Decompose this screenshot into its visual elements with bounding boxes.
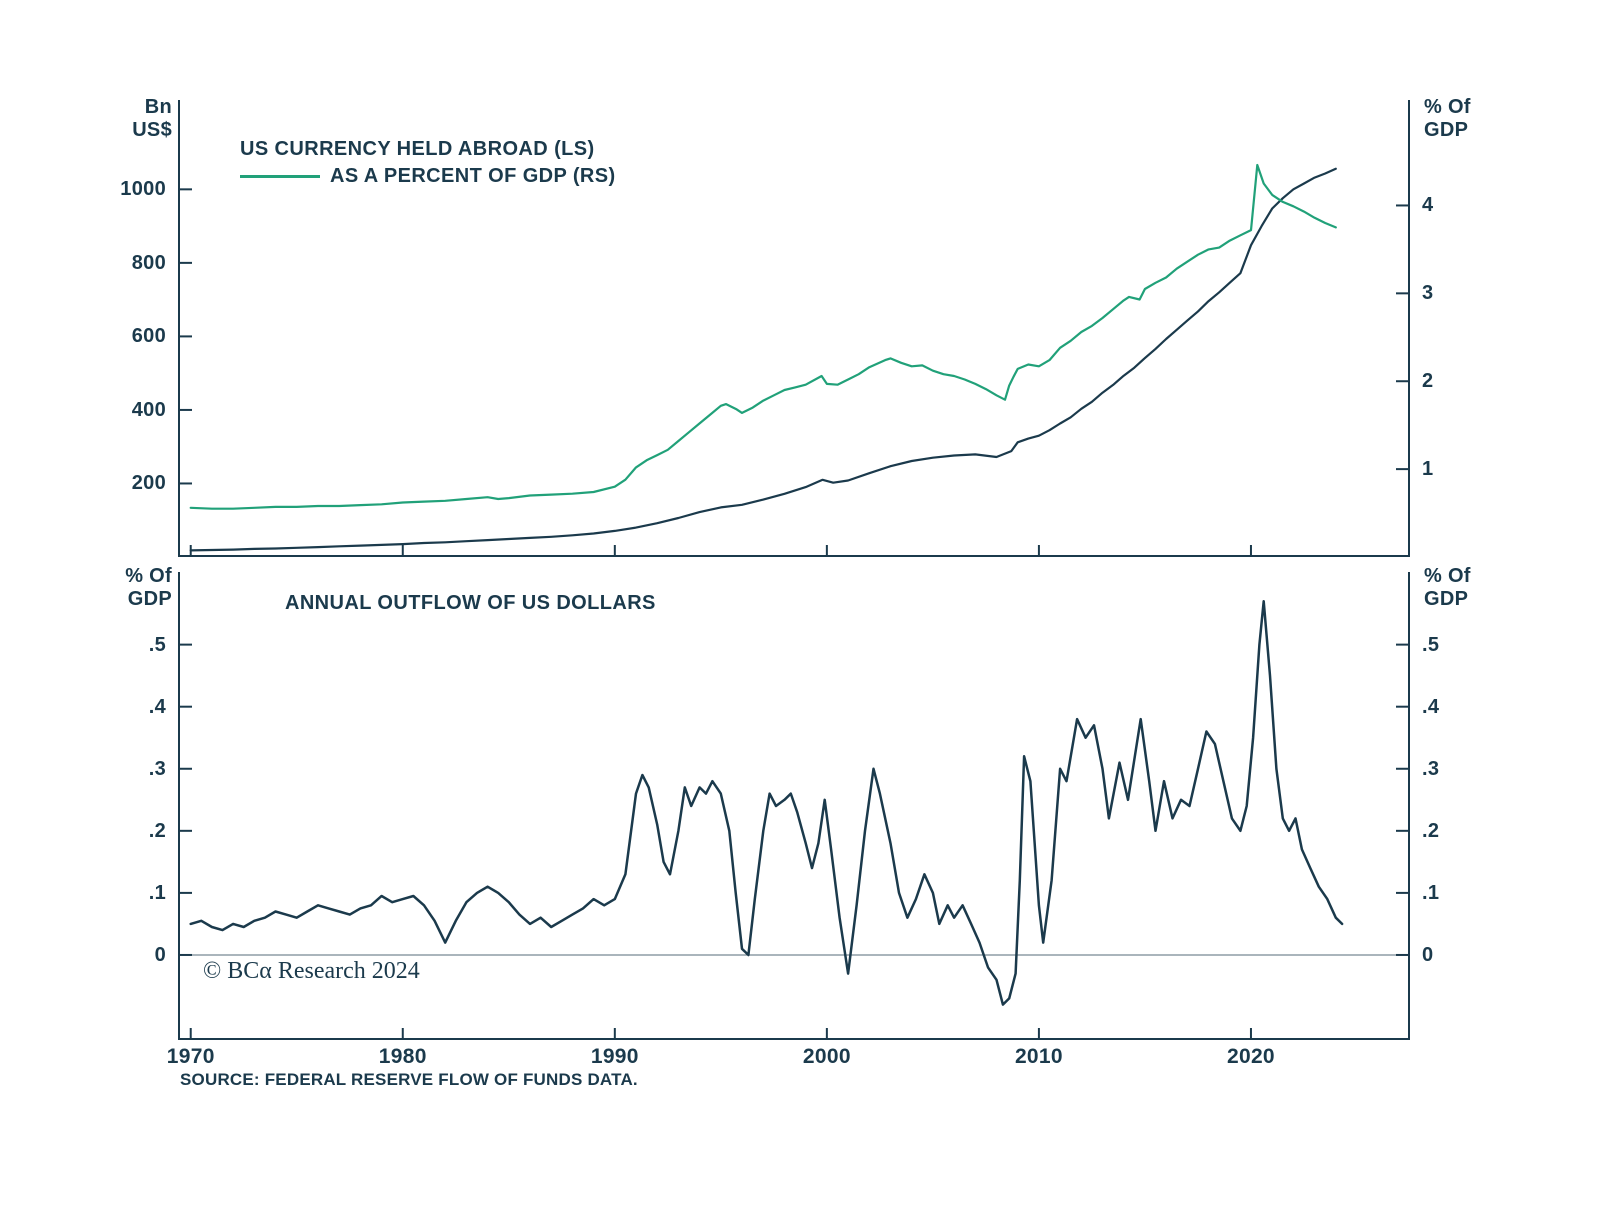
legend: US CURRENCY HELD ABROAD (LS) AS A PERCEN… bbox=[240, 138, 616, 188]
left-axis-tick-label: 600 bbox=[131, 325, 166, 348]
legend-green-line-swatch bbox=[240, 175, 320, 178]
copyright-note: © BCα Research 2024 bbox=[203, 958, 420, 984]
x-axis-tick-label: 1980 bbox=[378, 1045, 427, 1068]
series-line-percent-of-gdp bbox=[189, 163, 1337, 510]
bottom-panel-right-axis-unit: % Of GDP bbox=[1424, 565, 1504, 611]
x-axis-tick-label: 2020 bbox=[1226, 1045, 1275, 1068]
right-axis-tick-label: 1 bbox=[1422, 458, 1434, 481]
right-axis-tick-label: 4 bbox=[1422, 194, 1434, 217]
unit-line: GDP bbox=[1424, 119, 1469, 141]
left-axis-tick-label: 800 bbox=[131, 251, 166, 274]
left-axis-tick-label: 200 bbox=[131, 472, 166, 495]
legend-row-2: AS A PERCENT OF GDP (RS) bbox=[240, 165, 616, 188]
left-axis-tick-label: 400 bbox=[131, 398, 166, 421]
top-panel-left-axis-unit: Bn US$ bbox=[100, 96, 172, 142]
bottom-panel-left-axis-unit: % Of GDP bbox=[100, 565, 172, 611]
left-axis-tick-label: .2 bbox=[148, 819, 166, 842]
x-axis-tick-label: 2000 bbox=[802, 1045, 851, 1068]
left-axis-tick-label: 1000 bbox=[120, 178, 166, 201]
unit-line: % Of bbox=[1424, 565, 1471, 587]
top-panel-right-axis-unit: % Of GDP bbox=[1424, 96, 1504, 142]
legend-series-1-label: US CURRENCY HELD ABROAD (LS) bbox=[240, 138, 595, 160]
unit-line: GDP bbox=[1424, 588, 1469, 610]
bottom-panel-title: ANNUAL OUTFLOW OF US DOLLARS bbox=[285, 592, 656, 614]
unit-line: GDP bbox=[127, 588, 172, 610]
series-line-us-currency-held-abroad bbox=[189, 167, 1337, 552]
right-axis-tick-label: .2 bbox=[1422, 819, 1440, 842]
left-axis-tick-label: .5 bbox=[148, 633, 166, 656]
source-note: SOURCE: FEDERAL RESERVE FLOW OF FUNDS DA… bbox=[180, 1070, 638, 1089]
legend-series-2-label: AS A PERCENT OF GDP (RS) bbox=[330, 165, 616, 187]
x-axis-tick-label: 2010 bbox=[1014, 1045, 1063, 1068]
left-axis-tick-label: 0 bbox=[154, 943, 166, 966]
series-line-annual-outflow-of-us-dollars bbox=[189, 599, 1344, 1006]
right-axis-tick-label: .3 bbox=[1422, 757, 1440, 780]
right-axis-tick-label: 0 bbox=[1422, 943, 1434, 966]
unit-line: Bn bbox=[144, 96, 172, 118]
right-axis-tick-label: 3 bbox=[1422, 282, 1434, 305]
unit-line: % Of bbox=[125, 565, 172, 587]
left-axis-tick-label: .1 bbox=[148, 881, 166, 904]
left-axis-tick-label: .4 bbox=[148, 695, 166, 718]
chart-svg bbox=[178, 100, 1410, 1040]
unit-line: US$ bbox=[132, 119, 172, 141]
right-axis-tick-label: .5 bbox=[1422, 633, 1440, 656]
right-axis-tick-label: 2 bbox=[1422, 370, 1434, 393]
left-axis-tick-label: .3 bbox=[148, 757, 166, 780]
unit-line: % Of bbox=[1424, 96, 1471, 118]
x-axis-tick-label: 1970 bbox=[166, 1045, 215, 1068]
right-axis-tick-label: .4 bbox=[1422, 695, 1440, 718]
x-axis-tick-label: 1990 bbox=[590, 1045, 639, 1068]
right-axis-tick-label: .1 bbox=[1422, 881, 1440, 904]
